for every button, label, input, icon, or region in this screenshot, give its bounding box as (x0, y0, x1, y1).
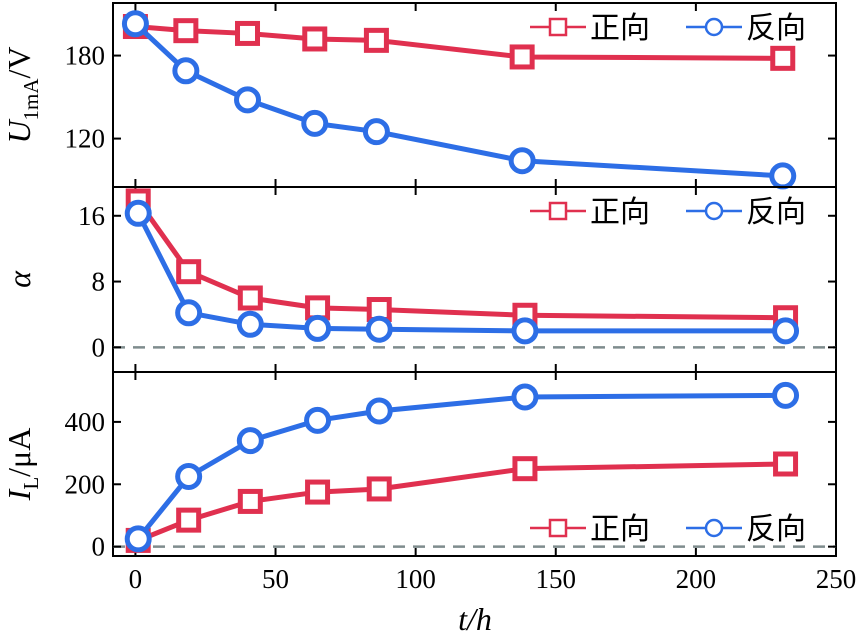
y-tick-label: 0 (92, 532, 106, 562)
data-point-circle (511, 317, 539, 345)
series-reverse (124, 199, 800, 345)
data-point-circle (304, 406, 332, 434)
x-tick-label: 0 (129, 564, 143, 594)
y-tick-label: 16 (78, 201, 105, 231)
data-point-circle (772, 381, 800, 409)
y-axis-title-sub: 1mA (19, 78, 43, 121)
panel-il: 0 200 400 IL/μA 正向 反向 (1, 371, 837, 562)
data-point-square (235, 20, 261, 46)
y-axis-title-unit: /V (1, 46, 37, 78)
panel-frame (112, 371, 837, 557)
legend-marker-square (548, 17, 568, 37)
legend-label-forward: 正向 (590, 513, 650, 546)
data-point-circle (772, 317, 800, 345)
y-tick-label: 0 (92, 332, 106, 362)
legend-label-reverse: 反向 (746, 513, 806, 546)
legend-marker-circle (704, 518, 724, 538)
y-tick-label: 180 (65, 41, 106, 71)
data-point-square (237, 488, 263, 514)
data-point-circle (304, 314, 332, 342)
legend-marker-square (548, 518, 568, 538)
data-point-circle (362, 118, 390, 146)
data-point-circle (508, 147, 536, 175)
legend-label-reverse: 反向 (746, 12, 806, 45)
legend-marker-circle (704, 17, 724, 37)
legend-label-forward: 正向 (590, 196, 650, 229)
data-point-circle (172, 57, 200, 85)
panel-frame (112, 186, 837, 373)
panel-u1ma: 120 180 U1mA/V 正向 反向 (1, 2, 837, 190)
y-tick-label: 8 (92, 267, 106, 297)
x-tick-label: 50 (262, 564, 289, 594)
data-point-square (305, 295, 331, 321)
y-axis-title: U1mA/V (1, 46, 43, 143)
series-forward (125, 451, 799, 553)
y-axis-title-main: α (1, 270, 37, 288)
data-point-circle (121, 10, 149, 38)
data-point-circle (236, 310, 264, 338)
x-tick-label: 200 (676, 564, 717, 594)
data-point-square (773, 451, 799, 477)
x-tick-label: 250 (816, 564, 857, 594)
legend: 正向 反向 (530, 12, 806, 45)
data-point-circle (365, 397, 393, 425)
data-point-circle (236, 427, 264, 455)
y-axis-title-sub: L (19, 477, 43, 490)
data-point-square (512, 456, 538, 482)
legend: 正向 反向 (530, 513, 806, 546)
data-point-circle (511, 383, 539, 411)
data-point-square (770, 45, 796, 71)
x-axis-title: t/h (458, 601, 492, 637)
data-point-square (366, 476, 392, 502)
data-point-circle (124, 525, 152, 553)
x-tick-labels: 0 50 100 150 200 250 (129, 564, 857, 594)
legend-marker-square (548, 201, 568, 221)
legend-label-forward: 正向 (590, 12, 650, 45)
series-line-forward (136, 199, 786, 321)
data-point-circle (124, 199, 152, 227)
x-tick-label: 100 (395, 564, 436, 594)
data-point-square (363, 27, 389, 53)
y-axis-title-main: U (1, 119, 37, 144)
panel-alpha: 0 8 16 α 正向 反向 (1, 186, 837, 373)
data-point-circle (769, 162, 797, 190)
data-point-circle (234, 86, 262, 114)
legend-label-reverse: 反向 (746, 196, 806, 229)
y-axis-title: α (1, 270, 37, 288)
data-point-circle (301, 109, 329, 137)
data-point-square (173, 18, 199, 44)
data-point-square (305, 479, 331, 505)
data-point-circle (175, 299, 203, 327)
y-axis-title: IL/μA (1, 428, 43, 502)
data-point-circle (175, 462, 203, 490)
series-reverse (124, 381, 800, 553)
data-point-square (176, 259, 202, 285)
x-tick-label: 150 (536, 564, 577, 594)
data-point-square (176, 507, 202, 533)
series-reverse (121, 10, 797, 190)
y-axis-title-main: I (1, 488, 37, 501)
series-line-reverse (133, 21, 783, 179)
y-axis-title-unit: /μA (1, 428, 37, 477)
data-point-circle (365, 315, 393, 343)
y-tick-label: 200 (65, 469, 106, 499)
y-tick-label: 400 (65, 407, 106, 437)
y-tick-label: 120 (65, 124, 106, 154)
data-point-square (509, 44, 535, 70)
series-forward (122, 14, 796, 71)
legend-marker-circle (704, 201, 724, 221)
legend: 正向 反向 (530, 196, 806, 229)
data-point-square (237, 285, 263, 311)
data-point-square (302, 26, 328, 52)
series-line-forward (135, 24, 783, 61)
